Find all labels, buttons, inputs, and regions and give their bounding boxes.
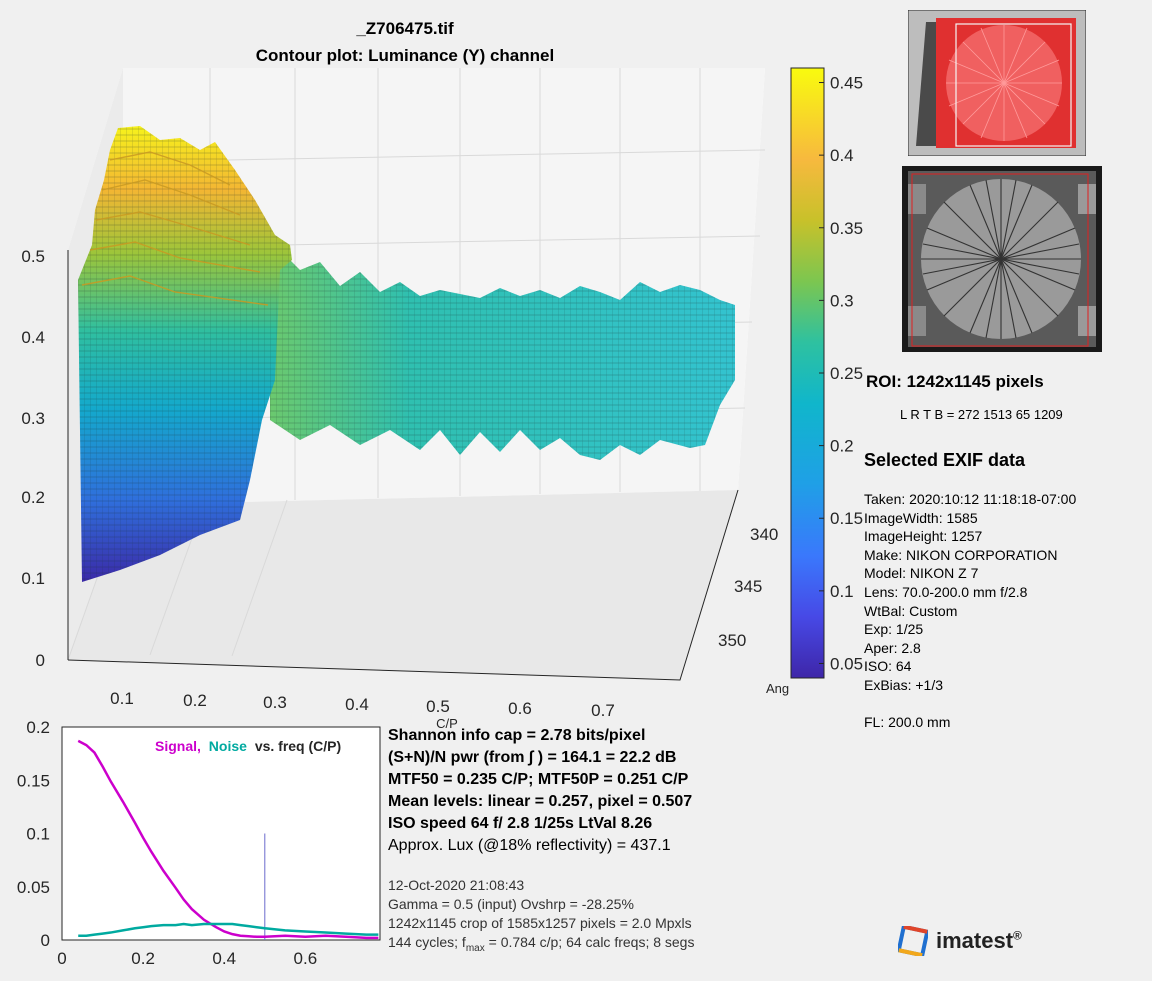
mtf50-values: MTF50 = 0.235 C/P; MTF50P = 0.251 C/P	[388, 771, 689, 788]
chart-title: _Z706475.tif	[356, 19, 454, 38]
exif-item	[864, 695, 1076, 714]
x-axis-ticks: 0.1 0.2 0.3 0.4 0.5 0.6 0.7 C/P	[110, 689, 615, 730]
sn-y-tick: 0.1	[26, 825, 50, 844]
cycles-line: 144 cycles; fmax = 0.784 c/p; 64 calc fr…	[388, 934, 695, 954]
exif-item: FL: 200.0 mm	[864, 714, 951, 731]
plot-area	[61, 726, 381, 941]
z-tick: 0.4	[21, 328, 45, 347]
colorbar-tick: 0.2	[830, 437, 854, 456]
sn-x-tick: 0.6	[294, 949, 318, 968]
roi-bounds: L R T B = 272 1513 65 1209	[900, 407, 1063, 422]
sn-x-tick: 0	[57, 949, 66, 968]
signal-noise-plot: 0.2 0.15 0.1 0.05 0 0 0.2 0.4 0.6 Signal, Noise…	[17, 718, 381, 968]
sn-y-tick: 0.15	[17, 771, 50, 790]
x-tick: 0.1	[110, 689, 134, 708]
exif-item: Aper: 2.8	[864, 639, 921, 656]
snr-power: (S+N)/N pwr (from ∫ ) = 164.1 = 22.2 dB	[388, 749, 677, 766]
colorbar-tick: 0.25	[830, 364, 863, 383]
z-tick: 0.3	[21, 409, 45, 428]
colorbar: 0.45 0.4 0.35 0.3 0.25 0.2 0.15 0.1 0.05	[790, 67, 863, 679]
exif-item: Taken: 2020:10:12 11:18:18-07:00	[864, 491, 1077, 507]
z-tick: 0.5	[21, 247, 45, 266]
exif-item: ImageWidth: 1585	[864, 509, 978, 526]
chart-thumbnail	[902, 166, 1102, 352]
legend: Signal, Noise vs. freq (C/P)	[155, 738, 341, 754]
surface-plot: 0 0.1 0.2 0.3 0.4 0.5 0.1 0.2 0.3 0.4 0.…	[21, 68, 790, 730]
colorbar-tick: 0.4	[830, 146, 854, 165]
signal-line	[77, 739, 379, 940]
colorbar-tick: 0.45	[830, 74, 863, 93]
colorbar-tick: 0.15	[830, 509, 863, 528]
exif-item: Exp: 1/25	[864, 621, 924, 638]
brand-name: imatest®	[936, 928, 1022, 953]
exif-item: Make: NIKON CORPORATION	[864, 546, 1058, 563]
colorbar-tick: 0.05	[830, 654, 863, 673]
results-panel: Shannon info cap = 2.78 bits/pixel (S+N)…	[388, 725, 788, 857]
exif-item: Model: NIKON Z 7	[864, 565, 979, 582]
exif-item: ExBias: +1/3	[864, 676, 943, 693]
z-axis-ticks: 0 0.1 0.2 0.3 0.4 0.5	[21, 247, 45, 670]
z-tick: 0	[36, 651, 45, 670]
approx-lux: Approx. Lux (@18% reflectivity) = 437.1	[388, 837, 671, 854]
x-tick: 0.5	[426, 697, 450, 716]
brand-logo: imatest®	[898, 926, 1022, 956]
x-tick: 0.2	[183, 691, 207, 710]
legend-signal: Signal,	[155, 738, 201, 754]
run-date: 12-Oct-2020 21:08:43	[388, 877, 525, 893]
sn-x-tick: 0.2	[131, 949, 155, 968]
y-axis-ticks: 340 345 350 Angle o	[718, 525, 790, 696]
mean-levels: Mean levels: linear = 0.257, pixel = 0.5…	[388, 793, 693, 810]
gamma-line: Gamma = 0.5 (input) Ovshrp = -28.25%	[388, 896, 634, 912]
x-tick: 0.4	[345, 695, 369, 714]
exif-item: Lens: 70.0-200.0 mm f/2.8	[864, 583, 1028, 600]
colorbar-tick: 0.3	[830, 291, 854, 310]
legend-noise: Noise	[209, 738, 247, 754]
sn-y-tick: 0.05	[17, 878, 50, 897]
roi-thumbnail	[908, 10, 1086, 156]
sn-x-tick: 0.4	[212, 949, 236, 968]
y-tick: 350	[718, 631, 746, 650]
colorbar-tick: 0.35	[830, 219, 863, 238]
exif-item: ImageHeight: 1257	[864, 528, 983, 545]
z-tick: 0.2	[21, 488, 45, 507]
exposure-summary: ISO speed 64 f/ 2.8 1/25s LtVal 8.26	[388, 815, 653, 832]
x-tick: 0.3	[263, 693, 287, 712]
y-axis-label: Angle	[766, 681, 790, 696]
z-tick: 0.1	[21, 569, 45, 588]
colorbar-gradient	[790, 67, 825, 679]
imatest-logo-icon	[898, 926, 928, 956]
shannon-capacity: Shannon info cap = 2.78 bits/pixel	[388, 727, 646, 744]
noise-line	[78, 922, 379, 937]
surface-mesh	[78, 126, 735, 582]
legend-rest: vs. freq (C/P)	[255, 738, 341, 754]
colorbar-tick: 0.1	[830, 582, 854, 601]
exif-item: ISO: 64	[864, 658, 912, 675]
x-axis-label: C/P	[436, 716, 458, 730]
roi-title: ROI: 1242x1145 pixels	[866, 372, 1044, 391]
sn-y-tick: 0	[41, 931, 50, 950]
x-tick: 0.6	[508, 699, 532, 718]
exif-item: WtBal: Custom	[864, 602, 958, 619]
sn-y-tick: 0.2	[26, 718, 50, 737]
exif-title: Selected EXIF data	[864, 450, 1026, 470]
chart-subtitle: Contour plot: Luminance (Y) channel	[255, 46, 555, 65]
x-tick: 0.7	[591, 701, 615, 720]
exif-list: Taken: 2020:10:12 11:18:18-07:00 ImageWid…	[864, 490, 1076, 732]
run-metadata: 12-Oct-2020 21:08:43 Gamma = 0.5 (input)…	[388, 876, 808, 958]
y-tick: 340	[750, 525, 778, 544]
y-tick: 345	[734, 577, 762, 596]
crop-line: 1242x1145 crop of 1585x1257 pixels = 2.0…	[388, 915, 692, 931]
